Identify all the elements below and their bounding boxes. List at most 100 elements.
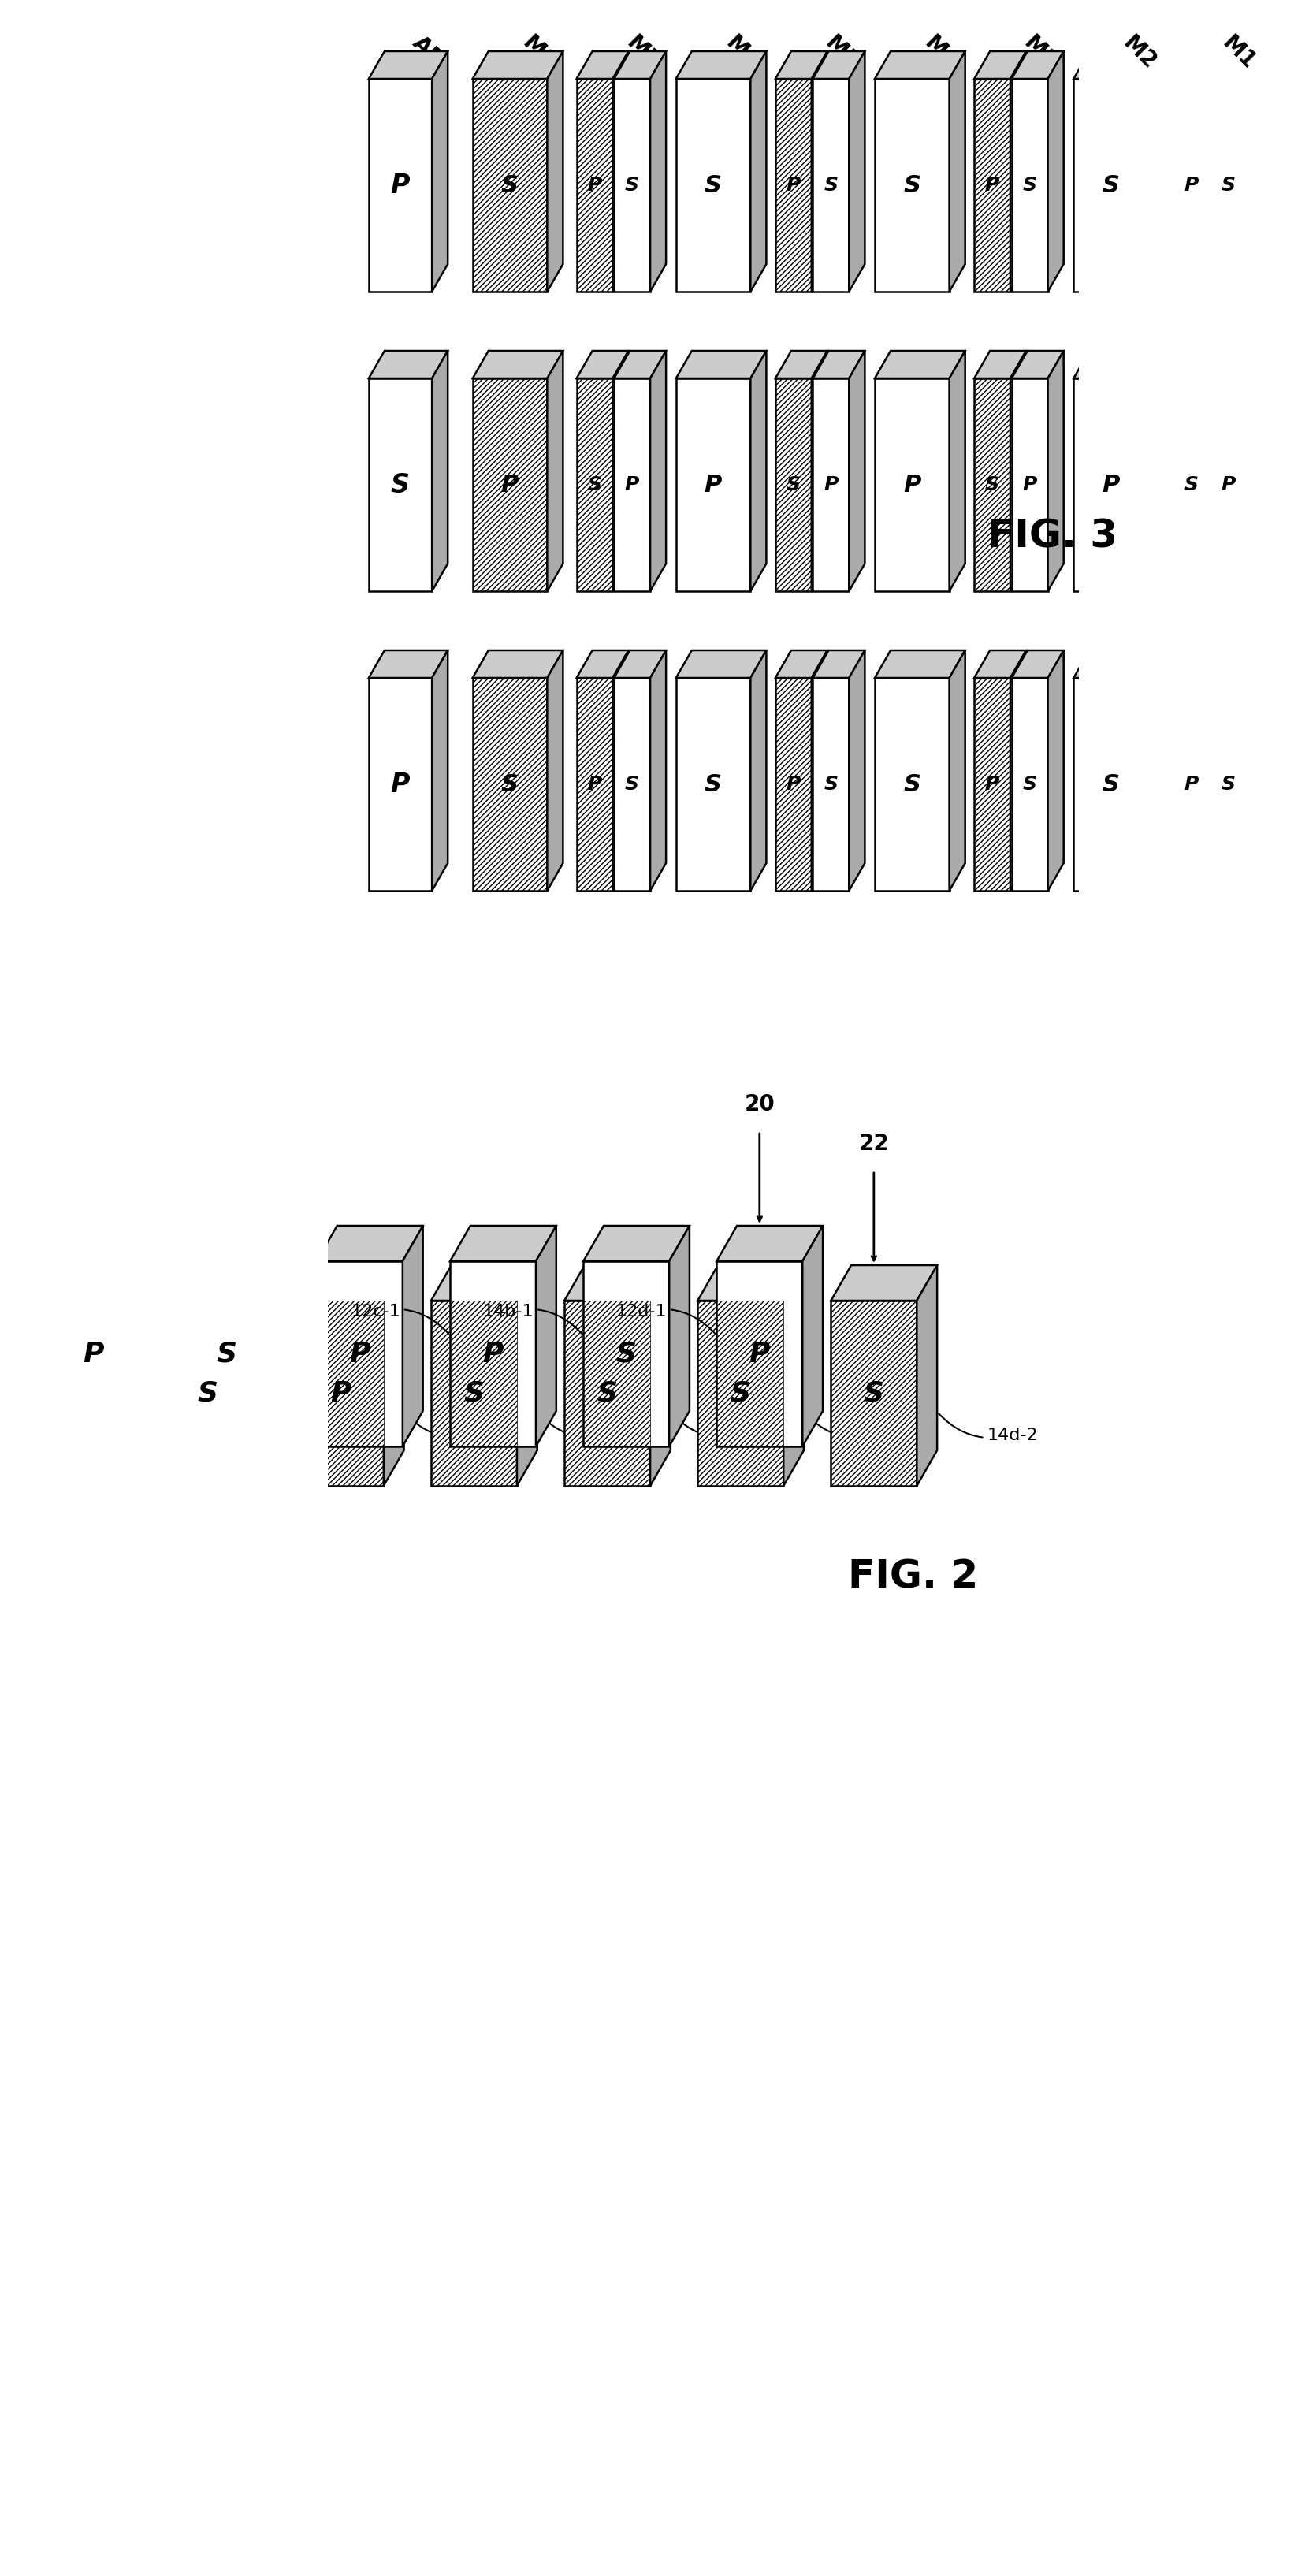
Polygon shape: [874, 350, 965, 379]
Polygon shape: [369, 80, 432, 291]
Polygon shape: [432, 649, 448, 891]
Text: 12a-2: 12a-2: [406, 1414, 504, 1443]
Polygon shape: [1246, 649, 1262, 891]
Polygon shape: [669, 1226, 690, 1448]
Polygon shape: [874, 677, 949, 891]
Polygon shape: [850, 52, 865, 291]
Polygon shape: [1173, 379, 1210, 590]
Text: S: S: [216, 1340, 237, 1368]
Polygon shape: [831, 1301, 916, 1486]
Text: P: P: [984, 175, 1000, 196]
Polygon shape: [576, 52, 628, 80]
Polygon shape: [874, 379, 949, 590]
Polygon shape: [614, 350, 666, 379]
Polygon shape: [1011, 649, 1026, 891]
Text: M2: M2: [1119, 31, 1161, 75]
Polygon shape: [974, 80, 1011, 291]
Polygon shape: [450, 1226, 556, 1262]
Text: M1: M1: [1219, 31, 1259, 75]
Polygon shape: [432, 52, 448, 291]
Text: S: S: [597, 1381, 618, 1406]
Polygon shape: [1073, 350, 1164, 379]
Polygon shape: [850, 350, 865, 590]
Polygon shape: [1073, 52, 1164, 80]
Text: S: S: [1221, 775, 1236, 793]
Text: M8: M8: [518, 31, 560, 75]
Text: P: P: [787, 175, 801, 196]
Polygon shape: [614, 80, 651, 291]
Polygon shape: [1073, 379, 1148, 590]
Text: M6: M6: [721, 31, 763, 75]
Text: S: S: [624, 175, 639, 196]
Polygon shape: [1173, 80, 1210, 291]
Text: S: S: [730, 1381, 751, 1406]
Text: 14d-2: 14d-2: [939, 1414, 1038, 1443]
Polygon shape: [50, 1262, 136, 1448]
Text: S: S: [787, 477, 801, 495]
Text: P: P: [749, 1340, 770, 1368]
Polygon shape: [183, 1226, 289, 1262]
Text: 12c-1: 12c-1: [351, 1303, 449, 1334]
Text: 14b-2: 14b-2: [539, 1414, 637, 1443]
Text: S: S: [391, 471, 410, 497]
Polygon shape: [1210, 52, 1225, 291]
Text: S: S: [1221, 175, 1236, 196]
Polygon shape: [716, 1226, 823, 1262]
Polygon shape: [813, 350, 865, 379]
Polygon shape: [651, 649, 666, 891]
Polygon shape: [775, 677, 812, 891]
Polygon shape: [750, 52, 766, 291]
Text: P: P: [787, 775, 801, 793]
Polygon shape: [473, 80, 547, 291]
Polygon shape: [675, 379, 750, 590]
Polygon shape: [136, 1226, 156, 1448]
Polygon shape: [614, 379, 651, 590]
Polygon shape: [576, 80, 613, 291]
Polygon shape: [802, 1226, 823, 1448]
Text: S: S: [1102, 173, 1119, 196]
Polygon shape: [651, 350, 666, 590]
Polygon shape: [473, 350, 563, 379]
Polygon shape: [369, 52, 448, 80]
Polygon shape: [431, 1301, 517, 1486]
Text: S: S: [588, 477, 602, 495]
Polygon shape: [813, 649, 865, 677]
Polygon shape: [1148, 350, 1164, 590]
Text: FIG. 2: FIG. 2: [848, 1558, 978, 1595]
Polygon shape: [1012, 80, 1047, 291]
Text: S: S: [903, 773, 920, 796]
Polygon shape: [535, 1226, 556, 1448]
Text: S: S: [1022, 775, 1037, 793]
Polygon shape: [1073, 649, 1164, 677]
Polygon shape: [675, 80, 750, 291]
Polygon shape: [1211, 379, 1246, 590]
Polygon shape: [750, 350, 766, 590]
Text: P: P: [390, 770, 410, 799]
Polygon shape: [813, 677, 850, 891]
Polygon shape: [974, 677, 1011, 891]
Text: P: P: [1183, 175, 1198, 196]
Text: P: P: [1022, 477, 1037, 495]
Polygon shape: [165, 1265, 271, 1301]
Polygon shape: [576, 649, 628, 677]
Polygon shape: [317, 1262, 403, 1448]
Text: P: P: [501, 474, 518, 497]
Polygon shape: [613, 52, 628, 291]
Polygon shape: [974, 350, 1026, 379]
Polygon shape: [1012, 649, 1064, 677]
Polygon shape: [614, 52, 666, 80]
Polygon shape: [874, 52, 965, 80]
Polygon shape: [874, 649, 965, 677]
Polygon shape: [1148, 52, 1164, 291]
Polygon shape: [576, 677, 613, 891]
Polygon shape: [450, 1262, 535, 1448]
Polygon shape: [564, 1301, 651, 1486]
Polygon shape: [297, 1265, 404, 1301]
Text: S: S: [1022, 175, 1037, 196]
Polygon shape: [50, 1226, 156, 1262]
Text: S: S: [624, 775, 639, 793]
Polygon shape: [547, 350, 563, 590]
Text: M7: M7: [622, 31, 664, 75]
Text: S: S: [198, 1381, 217, 1406]
Polygon shape: [813, 80, 850, 291]
